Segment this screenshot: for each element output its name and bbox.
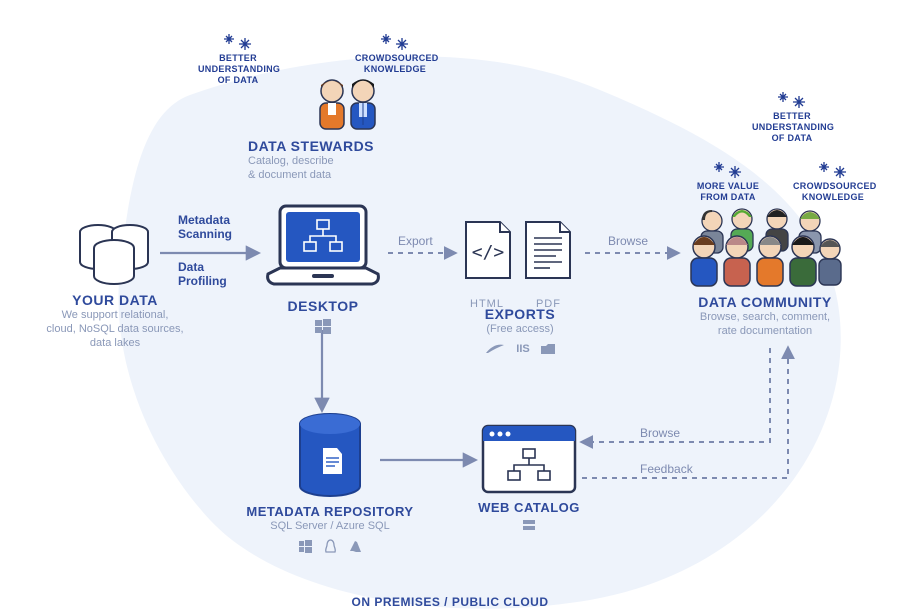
sparkle-badge: CROWDSOURCEDKNOWLEDGE (355, 31, 435, 75)
sparkle-badge: BETTERUNDERSTANDINGOF DATA (752, 89, 832, 144)
svg-text:</>: </> (472, 242, 505, 263)
metadata-repo-text: METADATA REPOSITORY SQL Server / Azure S… (240, 504, 420, 554)
exports-node: </> HTML PDF (460, 218, 580, 311)
desktop-title: DESKTOP (262, 298, 384, 314)
folder-icon (540, 343, 556, 355)
footer-text: ON PREMISES / PUBLIC CLOUD (300, 595, 600, 609)
desktop-node (262, 200, 384, 301)
metadata-label: Metadata (178, 213, 232, 227)
community-sub2: rate documentation (680, 324, 850, 338)
iis-label: IIS (516, 342, 529, 356)
data-stewards-title: DATA STEWARDS (248, 138, 374, 154)
exports-title: EXPORTS (460, 306, 580, 322)
browser-window-icon (480, 423, 578, 497)
exports-sub: (Free access) (460, 322, 580, 336)
your-data-subtitle-2: cloud, NoSQL data sources, (40, 322, 190, 336)
sparkle-badge: MORE VALUEFROM DATA (688, 159, 768, 203)
database-icon (295, 412, 365, 500)
metadata-repo-node (295, 412, 365, 505)
people-group-icon (682, 205, 842, 291)
server-icon (521, 519, 537, 533)
repo-title: METADATA REPOSITORY (240, 504, 420, 519)
data-community-node (682, 205, 842, 296)
your-data-text: YOUR DATA We support relational, cloud, … (40, 292, 190, 350)
feedback-label: Feedback (640, 462, 693, 476)
linux-icon (323, 539, 338, 554)
sparkle-badge: CROWDSOURCEDKNOWLEDGE (793, 159, 873, 203)
browse-label-bottom: Browse (640, 426, 680, 440)
export-label: Export (398, 234, 433, 248)
browse-label-top: Browse (608, 234, 648, 248)
webcat-title: WEB CATALOG (478, 500, 580, 515)
your-data-subtitle-1: We support relational, (40, 308, 190, 322)
web-catalog-text: WEB CATALOG (478, 500, 580, 538)
data-stewards-sub2: & document data (248, 168, 374, 182)
dataprof-1: Data (178, 260, 227, 274)
your-data-title: YOUR DATA (40, 292, 190, 308)
database-stack-icon (70, 218, 160, 288)
sparkle-badge: BETTERUNDERSTANDINGOF DATA (198, 31, 278, 86)
exports-text: EXPORTS (Free access) IIS (460, 306, 580, 356)
windows-icon (314, 318, 332, 336)
windows-small-icon (298, 539, 313, 554)
your-data-node (70, 218, 170, 293)
data-stewards-text: DATA STEWARDS Catalog, describe & docume… (248, 138, 374, 182)
web-catalog-node (480, 423, 578, 502)
your-data-subtitle-3: data lakes (40, 336, 190, 350)
dataprof-2: Profiling (178, 274, 227, 288)
azure-icon (348, 539, 363, 554)
repo-sub: SQL Server / Azure SQL (240, 519, 420, 533)
community-title: DATA COMMUNITY (680, 294, 850, 310)
metadata-scanning-label: Metadata Scanning (178, 213, 232, 241)
data-stewards-sub1: Catalog, describe (248, 154, 374, 168)
community-sub1: Browse, search, comment, (680, 310, 850, 324)
feather-icon (484, 343, 506, 355)
people-icon-top (308, 75, 388, 135)
scanning-label: Scanning (178, 227, 232, 241)
laptop-icon (262, 200, 384, 296)
desktop-text: DESKTOP (262, 298, 384, 341)
data-profiling-label: Data Profiling (178, 260, 227, 288)
data-community-text: DATA COMMUNITY Browse, search, comment, … (680, 294, 850, 338)
documents-icon: </> (460, 218, 580, 290)
